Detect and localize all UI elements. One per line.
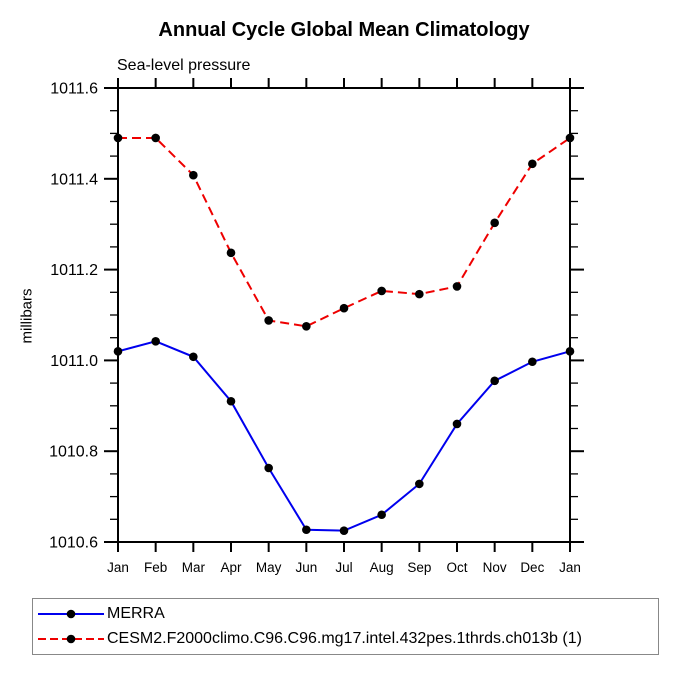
x-tick-label: Jun	[295, 560, 317, 575]
x-tick-label: Aug	[370, 560, 394, 575]
x-tick-label: Jan	[107, 560, 129, 575]
x-tick-label: May	[256, 560, 282, 575]
legend-label: CESM2.F2000climo.C96.C96.mg17.intel.432p…	[107, 629, 582, 647]
y-tick-label: 1011.4	[50, 171, 98, 188]
data-point-marker	[490, 376, 499, 386]
legend-entry: CESM2.F2000climo.C96.C96.mg17.intel.432p…	[36, 626, 658, 651]
x-tick-label: Feb	[144, 560, 167, 575]
chart-title: Annual Cycle Global Mean Climatology	[158, 19, 530, 41]
data-point-marker	[415, 479, 424, 489]
data-point-marker	[189, 352, 198, 362]
x-tick-label: Oct	[446, 560, 467, 575]
y-tick-label: 1011.6	[50, 81, 98, 98]
legend-box: MERRA CESM2.F2000climo.C96.C96.mg17.intel…	[32, 598, 659, 655]
legend-marker-dot	[66, 634, 76, 643]
data-point-marker	[264, 316, 273, 325]
data-point-marker	[226, 396, 236, 406]
data-point-marker	[415, 289, 424, 299]
x-tick-label: Jul	[335, 560, 352, 575]
data-point-marker	[377, 286, 386, 296]
data-point-marker	[565, 133, 575, 143]
x-tick-label: Dec	[520, 560, 544, 575]
data-point-marker	[528, 357, 537, 367]
data-point-marker	[226, 248, 236, 258]
x-tick-label: Nov	[483, 560, 507, 575]
y-tick-label: 1011.2	[50, 262, 98, 279]
data-point-marker	[339, 526, 349, 535]
data-point-marker	[302, 322, 311, 331]
data-point-marker	[113, 133, 123, 143]
data-point-marker	[302, 525, 311, 535]
series-line-dashed	[118, 136, 571, 328]
data-point-marker	[189, 170, 198, 180]
x-tick-label: Sep	[407, 560, 431, 575]
data-point-marker	[377, 510, 386, 520]
x-tick-label: Mar	[182, 560, 206, 575]
x-tick-label: Jan	[559, 560, 581, 575]
y-tick-label: 1010.8	[49, 444, 98, 461]
data-point-marker	[264, 463, 273, 473]
plot-frame	[117, 87, 571, 543]
legend-entry: MERRA	[36, 601, 658, 626]
chart-subtitle: Sea-level pressure	[117, 57, 251, 74]
data-point-marker	[151, 337, 160, 346]
data-point-marker	[528, 159, 537, 169]
data-point-marker	[565, 347, 575, 356]
data-point-marker	[452, 282, 462, 291]
legend-line-sample	[38, 609, 104, 618]
legend-line-sample	[38, 634, 104, 643]
series-line-solid	[117, 340, 571, 532]
x-tick-label: Apr	[220, 560, 242, 575]
data-point-marker	[113, 347, 123, 356]
data-point-marker	[339, 303, 349, 313]
data-point-marker	[490, 218, 499, 228]
data-point-marker	[151, 133, 160, 143]
y-tick-label: 1010.6	[49, 535, 98, 552]
legend-marker-dot	[66, 609, 76, 618]
y-tick-label: 1011.0	[50, 353, 98, 370]
data-point-marker	[452, 419, 462, 429]
legend-label: MERRA	[107, 604, 165, 622]
